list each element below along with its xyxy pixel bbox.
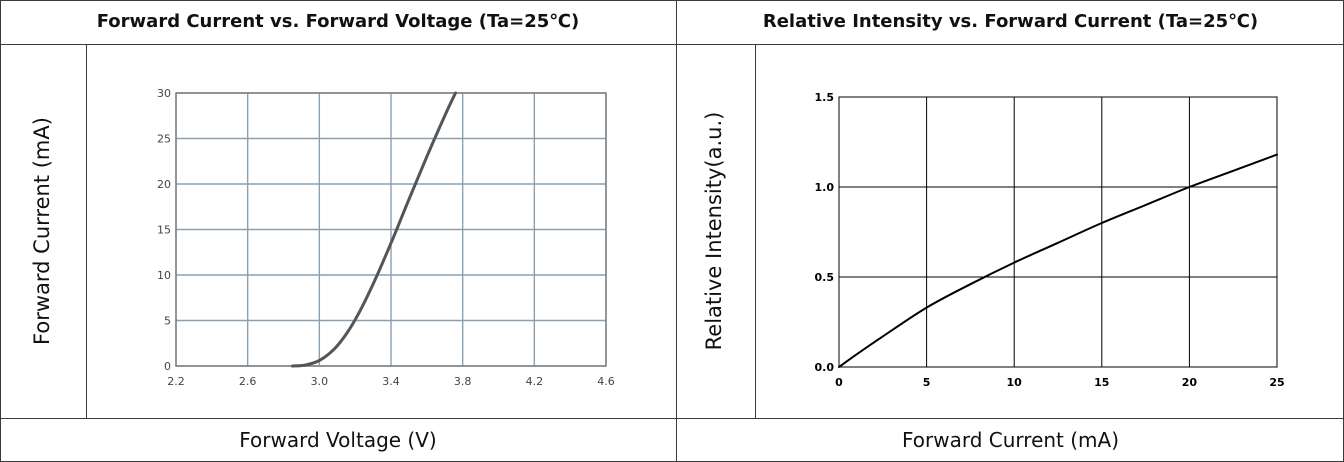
right-plot-frame	[838, 96, 1278, 368]
left-x-tick-label: 3.8	[454, 375, 472, 388]
right-x-tick-label: 15	[1094, 376, 1109, 389]
left-x-tick-label: 3.0	[311, 375, 329, 388]
right-y-tick-label: 1.0	[815, 181, 835, 194]
left-series-line	[291, 91, 457, 368]
left-y-tick-label: 0	[164, 360, 171, 373]
left-x-tick-label: 3.4	[382, 375, 400, 388]
right-y-tick-label: 0.5	[815, 271, 835, 284]
right-chart: 0 5 10 15 20 25 0.0 0.5 1.0 1.5	[815, 91, 1285, 389]
right-x-tick-label: 10	[1007, 376, 1023, 389]
left-x-tick-label: 2.6	[239, 375, 257, 388]
left-plot-frame	[175, 92, 607, 367]
left-y-tick-label: 30	[157, 87, 171, 100]
left-y-tick-label: 20	[157, 178, 171, 191]
right-table-title: Relative Intensity vs. Forward Current (…	[762, 11, 1259, 32]
right-x-tick-label: 20	[1182, 376, 1198, 389]
header-row-divider	[0, 44, 1344, 45]
column-divider	[676, 0, 677, 462]
left-y-tick-label: 5	[164, 315, 171, 328]
left-y-tick-label: 10	[157, 269, 171, 282]
right-y-tick-label: 1.5	[815, 91, 835, 104]
left-x-tick-label: 4.6	[597, 375, 615, 388]
right-x-tick-label: 25	[1269, 376, 1284, 389]
left-ycaption-divider	[86, 44, 87, 418]
right-series-line	[838, 153, 1278, 368]
left-chart: 2.2 2.6 3.0 3.4 3.8 4.2 4.6 0 5 10 15 20 25 30	[157, 87, 615, 388]
right-y-tick-label: 0.0	[815, 361, 835, 374]
right-ycaption-divider	[755, 44, 756, 418]
left-y-tick-label: 15	[157, 224, 171, 237]
left-y-tick-label: 25	[157, 133, 171, 146]
left-table-title: Forward Current vs. Forward Voltage (Ta=…	[96, 11, 580, 32]
footer-row-divider	[0, 418, 1344, 419]
left-x-tick-label: 2.2	[167, 375, 185, 388]
right-x-caption: Forward Current (mA)	[901, 428, 1120, 452]
left-x-caption: Forward Voltage (V)	[239, 428, 437, 452]
left-x-tick-label: 4.2	[526, 375, 544, 388]
right-x-tick-label: 0	[835, 376, 843, 389]
right-x-tick-label: 5	[923, 376, 931, 389]
